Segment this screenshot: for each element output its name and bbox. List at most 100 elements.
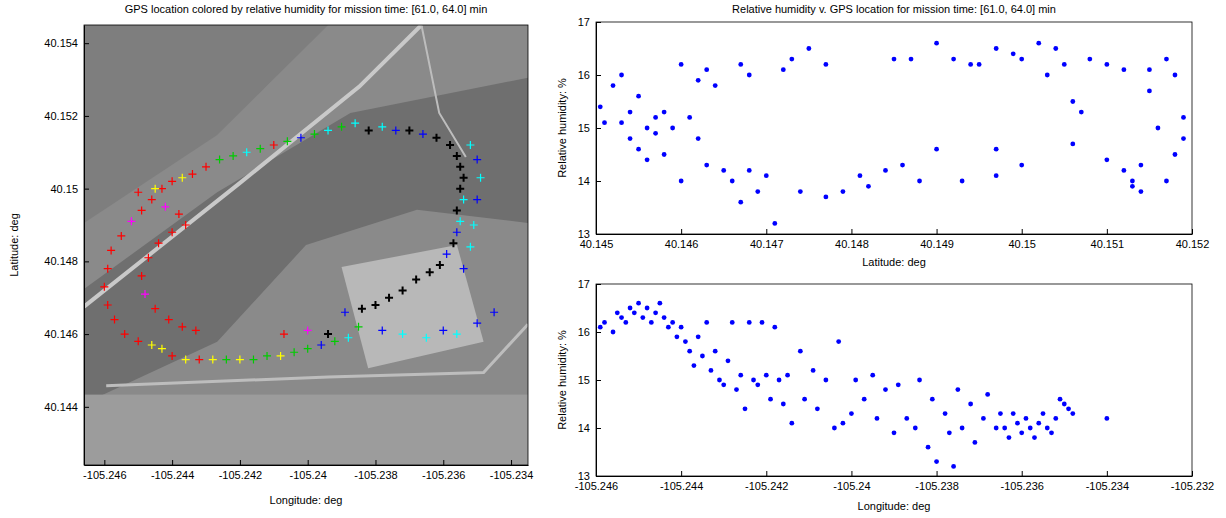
- point: [683, 339, 688, 344]
- y-axis-title: Relative humidity: %: [556, 330, 568, 430]
- x-axis-line: [85, 465, 529, 466]
- x-axis-title: Longitude: deg: [858, 500, 931, 512]
- point: [161, 203, 169, 211]
- point: [338, 123, 346, 131]
- point: [628, 306, 633, 311]
- y-tick: 40.152: [44, 110, 89, 122]
- point: [802, 397, 807, 402]
- point: [1011, 51, 1016, 56]
- photo-road: [421, 25, 465, 157]
- point: [692, 363, 697, 368]
- point: [734, 387, 739, 392]
- y-tick-label: 16: [578, 326, 590, 338]
- x-tick-mark: [1192, 471, 1193, 476]
- point: [798, 189, 803, 194]
- point: [713, 349, 718, 354]
- point: [955, 387, 960, 392]
- point: [764, 173, 769, 178]
- point: [717, 378, 722, 383]
- x-tick-mark: [766, 229, 767, 234]
- point: [466, 243, 474, 251]
- x-tick-label: -105.24: [833, 480, 870, 492]
- point: [426, 268, 434, 276]
- point: [151, 185, 159, 193]
- point: [674, 334, 679, 339]
- x-axis-title: Longitude: deg: [270, 494, 343, 506]
- x-axis-title: Latitude: deg: [862, 256, 926, 268]
- point: [1181, 136, 1186, 141]
- x-tick: -105.238: [354, 460, 397, 481]
- point: [823, 378, 828, 383]
- point: [1019, 430, 1024, 435]
- y-tick-mark: [596, 476, 601, 477]
- point: [1181, 115, 1186, 120]
- point: [165, 316, 173, 324]
- point: [743, 406, 748, 411]
- point: [636, 147, 641, 152]
- point: [768, 397, 773, 402]
- point: [134, 188, 142, 196]
- x-tick-mark: [511, 460, 512, 465]
- x-tick: 40.148: [835, 229, 869, 250]
- y-tick: 14: [578, 175, 601, 187]
- y-tick-label: 14: [578, 422, 590, 434]
- point: [121, 330, 129, 338]
- point: [598, 325, 603, 330]
- point: [436, 261, 444, 269]
- y-tick: 14: [578, 422, 601, 434]
- point: [412, 276, 420, 284]
- x-tick-label: -105.238: [354, 469, 397, 481]
- x-tick-mark: [1022, 229, 1023, 234]
- point: [738, 200, 743, 205]
- point: [317, 341, 325, 349]
- point: [738, 373, 743, 378]
- y-tick-mark: [84, 189, 89, 190]
- point: [751, 378, 756, 383]
- point: [913, 426, 918, 431]
- x-tick: -105.24: [833, 471, 870, 492]
- x-tick-label: 40.151: [1091, 238, 1125, 250]
- point: [1019, 163, 1024, 168]
- point: [960, 426, 965, 431]
- point: [789, 57, 794, 62]
- point: [141, 290, 149, 298]
- y-tick: 17: [578, 16, 601, 28]
- x-tick: -105.238: [915, 471, 958, 492]
- point: [405, 126, 413, 134]
- point: [947, 430, 952, 435]
- point: [994, 46, 999, 51]
- x-tick: -105.234: [490, 460, 533, 481]
- point: [1007, 435, 1012, 440]
- point: [670, 126, 675, 131]
- point: [399, 330, 407, 338]
- point: [1070, 99, 1075, 104]
- point: [290, 348, 298, 356]
- point: [611, 330, 616, 335]
- point: [1062, 402, 1067, 407]
- point: [772, 221, 777, 226]
- point: [653, 310, 658, 315]
- point: [738, 62, 743, 67]
- photo-road: [106, 324, 528, 386]
- point: [781, 67, 786, 72]
- point: [628, 136, 633, 141]
- point: [1053, 46, 1058, 51]
- point: [243, 148, 251, 156]
- panel: -105.246-105.244-105.242-105.24-105.238-…: [556, 278, 1214, 512]
- point: [670, 320, 675, 325]
- point: [270, 141, 278, 149]
- y-tick: 16: [578, 326, 601, 338]
- point: [151, 305, 159, 313]
- point: [134, 337, 142, 345]
- plot-area: [598, 301, 1109, 469]
- point: [721, 168, 726, 173]
- x-tick: 40.147: [750, 229, 784, 250]
- point: [473, 156, 481, 164]
- point: [195, 356, 203, 364]
- point: [841, 189, 846, 194]
- point: [640, 315, 645, 320]
- point: [229, 152, 237, 160]
- y-tick-mark: [596, 75, 601, 76]
- x-tick-label: -105.236: [1000, 480, 1043, 492]
- point: [858, 173, 863, 178]
